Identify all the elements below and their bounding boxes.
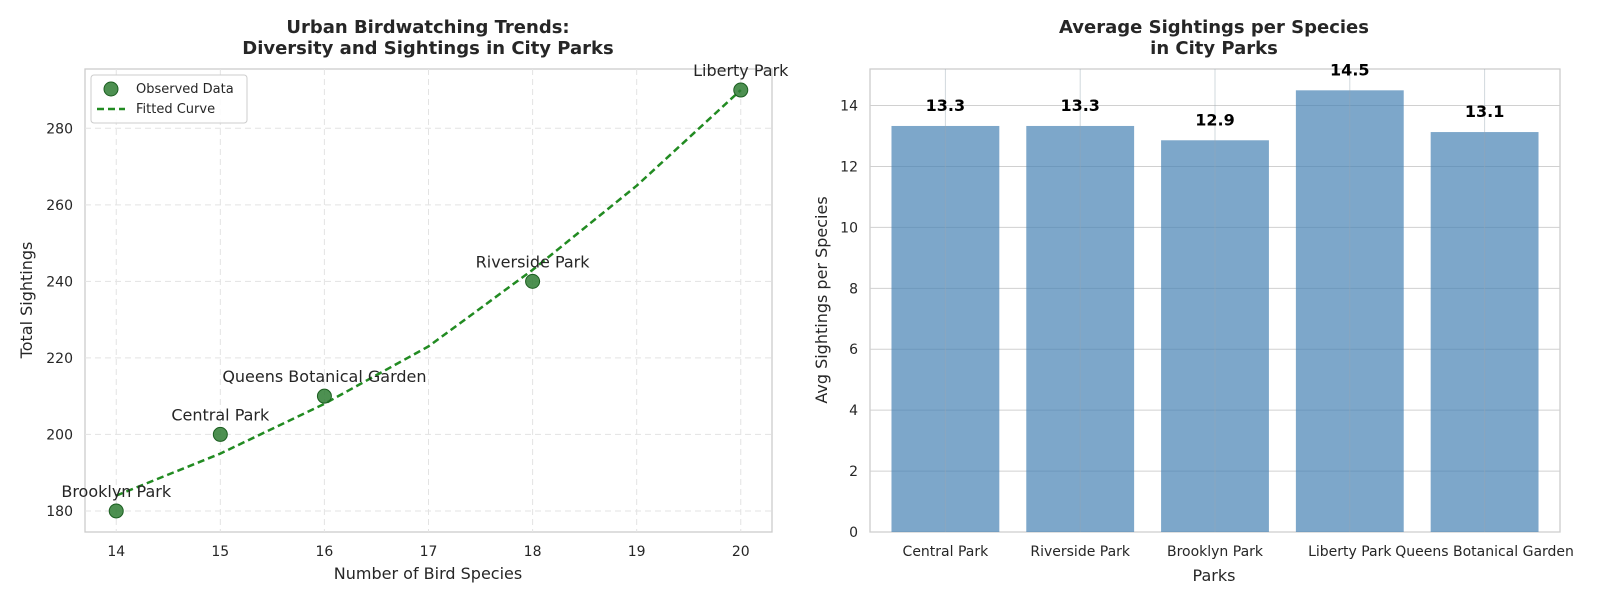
x-tick-label: 20: [732, 544, 750, 560]
y-tick-labels: 180 200 220 240 260 280: [46, 121, 73, 520]
y-tick-label: 10: [840, 220, 858, 236]
y-tick-label: 180: [46, 504, 73, 520]
y-tick-label: 2: [849, 464, 858, 480]
x-tick-label: Brooklyn Park: [1167, 544, 1264, 560]
scatter-chart: Brooklyn Park Central Park Queens Botanica…: [17, 17, 789, 583]
x-tick-label: Central Park: [903, 544, 990, 560]
chart-title: Urban Birdwatching Trends: Diversity and …: [242, 17, 613, 59]
bar: [891, 125, 1000, 532]
y-tick-label: 220: [46, 351, 73, 367]
bar: [1430, 132, 1539, 532]
bar-value-label: 13.3: [926, 96, 965, 115]
x-tick-label: 16: [315, 544, 333, 560]
bar: [1295, 90, 1404, 533]
y-tick-label: 280: [46, 121, 73, 137]
x-axis-label: Number of Bird Species: [334, 564, 522, 583]
x-tick-label: Queens Botanical Garden: [1395, 544, 1574, 560]
x-tick-label: 17: [420, 544, 438, 560]
y-axis-label: Avg Sightings per Species: [812, 196, 831, 403]
bars: [891, 90, 1539, 533]
x-tick-labels: 14 15 16 17 18 19 20: [107, 544, 749, 560]
y-tick-label: 6: [849, 342, 858, 358]
y-tick-label: 12: [840, 159, 858, 175]
x-axis-label: Parks: [1193, 566, 1236, 585]
point-annotations: Brooklyn Park Central Park Queens Botanica…: [61, 61, 789, 501]
bar: [1026, 125, 1135, 532]
legend-marker-observed: [103, 81, 119, 97]
title-line: Diversity and Sightings in City Parks: [242, 38, 613, 59]
y-tick-label: 14: [840, 99, 858, 115]
x-tick-label: Liberty Park: [1308, 544, 1392, 560]
point-label: Queens Botanical Garden: [222, 367, 426, 386]
y-tick-label: 0: [849, 525, 858, 541]
bar-value-label: 13.3: [1060, 96, 1099, 115]
data-point: [212, 426, 228, 442]
title-line: in City Parks: [1150, 38, 1278, 59]
y-tick-label: 4: [849, 403, 858, 419]
chart-title: Average Sightings per Species in City Par…: [1059, 17, 1369, 59]
fitted-curve-line: [115, 89, 742, 497]
bar: [1161, 140, 1269, 532]
point-label: Riverside Park: [476, 252, 591, 271]
bar-chart: 13.3 13.3 12.9 14.5 13.1 Central Park Riversi…: [812, 17, 1574, 585]
x-tick-label: 19: [628, 544, 646, 560]
fitted-curve: [115, 89, 742, 497]
legend: Observed Data Fitted Curve: [90, 74, 248, 124]
vertical-grid: [944, 69, 1486, 532]
y-axis-label: Total Sightings: [17, 242, 36, 360]
legend-box: [90, 74, 248, 124]
y-tick-label: 200: [46, 427, 73, 443]
data-point: [316, 388, 332, 404]
y-tick-label: 240: [46, 274, 73, 290]
title-line: Urban Birdwatching Trends:: [286, 17, 569, 38]
x-tick-labels: Central Park Riverside Park Brooklyn Park L…: [903, 544, 1574, 560]
data-point: [733, 82, 749, 98]
y-tick-label: 260: [46, 198, 73, 214]
point-label: Liberty Park: [693, 61, 789, 80]
data-points: [108, 82, 749, 519]
data-point: [525, 273, 541, 289]
title-line: Average Sightings per Species: [1059, 17, 1369, 38]
y-tick-label: 8: [849, 281, 858, 297]
bar-value-labels: 13.3 13.3 12.9 14.5 13.1: [926, 60, 1505, 129]
point-label: Central Park: [171, 405, 270, 424]
legend-label-observed: Observed Data: [136, 82, 234, 97]
y-tick-labels: 0 2 4 6 8 10 12 14: [840, 99, 858, 541]
x-tick-label: Riverside Park: [1030, 544, 1131, 560]
x-tick-label: 14: [107, 544, 125, 560]
bar-value-label: 14.5: [1330, 60, 1369, 79]
bar-value-label: 13.1: [1465, 102, 1504, 121]
point-label: Brooklyn Park: [61, 482, 172, 501]
data-point: [108, 503, 124, 519]
x-tick-label: 18: [524, 544, 542, 560]
bar-value-label: 12.9: [1195, 110, 1234, 129]
x-tick-label: 15: [211, 544, 229, 560]
legend-label-fitted: Fitted Curve: [136, 102, 215, 117]
